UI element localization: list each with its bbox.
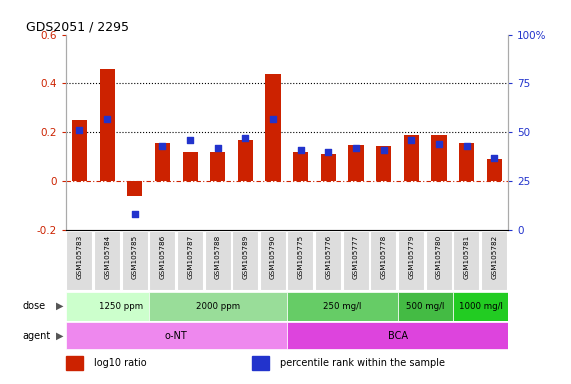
Bar (321, 154, 336, 181)
Text: GSM105785: GSM105785 (132, 235, 138, 279)
Bar (348, 145, 364, 181)
Point (158, 143, 167, 149)
Point (186, 137, 195, 143)
FancyBboxPatch shape (177, 232, 203, 290)
Text: GSM105780: GSM105780 (436, 235, 442, 279)
Bar (432, 135, 447, 181)
Text: GSM105790: GSM105790 (270, 235, 276, 279)
Bar (404, 135, 419, 181)
Bar (127, 181, 142, 196)
Text: ▶: ▶ (56, 301, 63, 311)
Bar (453, 292, 508, 321)
Text: GSM105776: GSM105776 (325, 235, 331, 279)
Text: GSM105779: GSM105779 (408, 235, 415, 279)
Bar (459, 143, 475, 181)
Bar (287, 292, 397, 321)
Text: GDS2051 / 2295: GDS2051 / 2295 (26, 20, 129, 33)
Point (75, 127, 84, 134)
Text: GSM105775: GSM105775 (297, 235, 304, 279)
Point (296, 147, 305, 153)
FancyBboxPatch shape (343, 232, 369, 290)
Point (435, 141, 444, 147)
Point (268, 116, 278, 122)
Bar (238, 140, 253, 181)
Point (130, 210, 139, 217)
Bar (486, 159, 502, 181)
Text: GSM105778: GSM105778 (381, 235, 387, 279)
Bar (66, 292, 176, 321)
Point (379, 147, 388, 153)
Text: GSM105781: GSM105781 (464, 235, 470, 279)
Bar (376, 146, 391, 181)
Bar (183, 152, 198, 181)
Text: agent: agent (23, 331, 51, 341)
Point (213, 145, 222, 151)
Text: GSM105788: GSM105788 (215, 235, 221, 279)
Bar (66, 356, 83, 369)
FancyBboxPatch shape (481, 232, 507, 290)
Bar (397, 292, 453, 321)
FancyBboxPatch shape (315, 232, 341, 290)
FancyBboxPatch shape (232, 232, 258, 290)
FancyBboxPatch shape (398, 232, 424, 290)
FancyBboxPatch shape (260, 232, 286, 290)
Text: GSM105786: GSM105786 (159, 235, 166, 279)
Point (407, 137, 416, 143)
Text: GSM105777: GSM105777 (353, 235, 359, 279)
Text: log10 ratio: log10 ratio (94, 358, 147, 367)
Text: GSM105787: GSM105787 (187, 235, 193, 279)
Bar (148, 292, 287, 321)
Point (490, 155, 499, 161)
Text: 1250 ppm: 1250 ppm (99, 302, 143, 311)
Bar (266, 74, 281, 181)
FancyBboxPatch shape (426, 232, 452, 290)
Point (462, 143, 471, 149)
FancyBboxPatch shape (122, 232, 147, 290)
Bar (72, 120, 87, 181)
Bar (155, 143, 170, 181)
FancyBboxPatch shape (204, 232, 231, 290)
Text: BCA: BCA (388, 331, 408, 341)
Text: 2000 ppm: 2000 ppm (196, 302, 240, 311)
Point (352, 145, 361, 151)
Bar (66, 322, 287, 349)
Point (103, 116, 112, 122)
Point (241, 135, 250, 141)
Text: 250 mg/l: 250 mg/l (323, 302, 361, 311)
Text: dose: dose (23, 301, 46, 311)
Bar (251, 356, 269, 369)
Text: GSM105784: GSM105784 (104, 235, 110, 279)
Text: GSM105783: GSM105783 (77, 235, 82, 279)
Text: 500 mg/l: 500 mg/l (406, 302, 444, 311)
Text: 1000 mg/l: 1000 mg/l (459, 302, 502, 311)
Text: percentile rank within the sample: percentile rank within the sample (280, 358, 445, 367)
Point (324, 149, 333, 155)
Bar (210, 152, 226, 181)
Text: ▶: ▶ (56, 331, 63, 341)
FancyBboxPatch shape (149, 232, 175, 290)
FancyBboxPatch shape (371, 232, 396, 290)
FancyBboxPatch shape (287, 232, 313, 290)
Text: GSM105782: GSM105782 (492, 235, 497, 279)
Bar (99, 69, 115, 181)
FancyBboxPatch shape (453, 232, 480, 290)
FancyBboxPatch shape (66, 232, 93, 290)
Text: o-NT: o-NT (165, 331, 188, 341)
FancyBboxPatch shape (94, 232, 120, 290)
Text: GSM105789: GSM105789 (243, 235, 248, 279)
Bar (287, 322, 508, 349)
Bar (293, 152, 308, 181)
